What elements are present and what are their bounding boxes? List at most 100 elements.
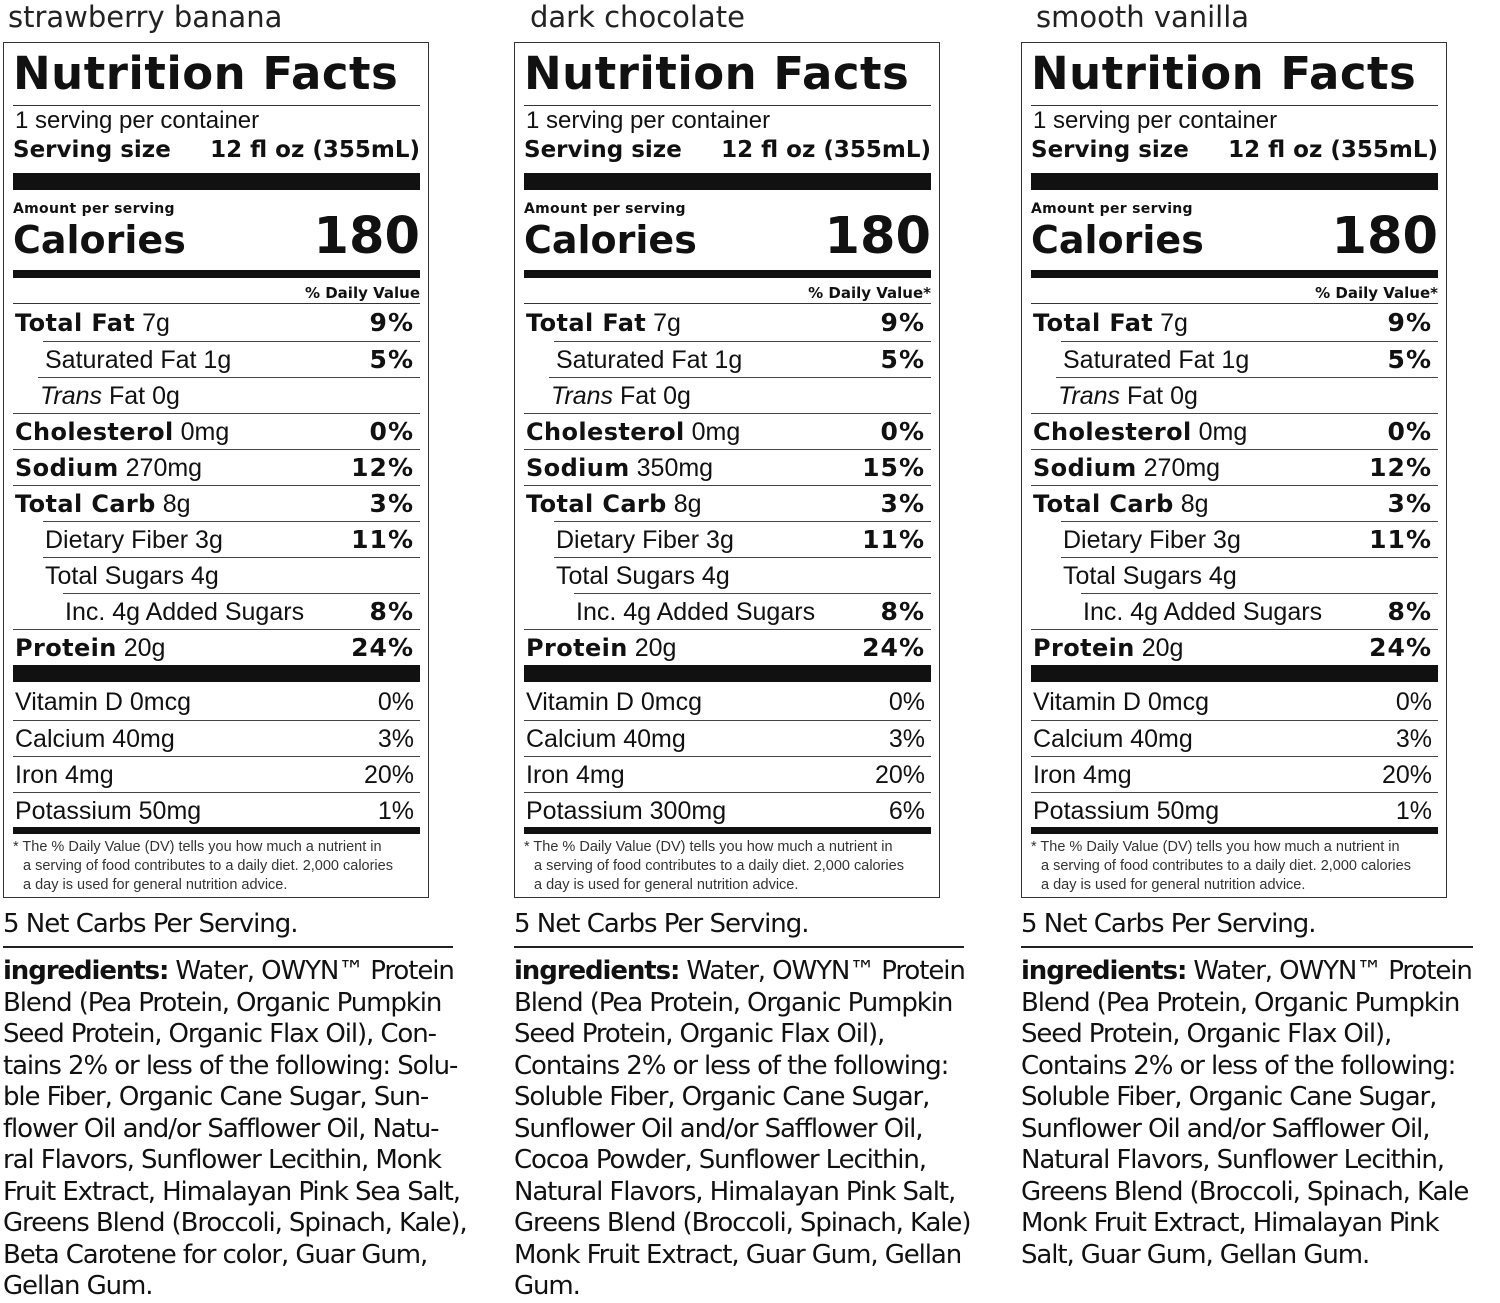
nutrient-name-bold: Cholesterol [526, 418, 685, 446]
ingredients-line-text: Blend (Pea Protein, Organic Pumpkin [3, 987, 442, 1018]
ingredients-line-text: Blend (Pea Protein, Organic Pumpkin [1021, 987, 1460, 1018]
ingredients-line-text: Sunflower Oil and/or Safflower Oil, [514, 1113, 924, 1144]
serving-size-label: Serving size [13, 137, 171, 163]
calories-value: 180 [313, 207, 420, 266]
ingredients-label: ingredients: [3, 956, 169, 986]
nutrient-name: Cholesterol 0mg [1033, 417, 1247, 447]
vitamin-daily-value: 6% [888, 797, 925, 825]
nutrient-name: Total Carb 8g [1033, 489, 1209, 519]
nutrient-row: Sodium 270mg 12% [13, 449, 420, 485]
daily-value-footnote: * The % Daily Value (DV) tells you how m… [524, 838, 931, 895]
serving-size-label: Serving size [524, 137, 682, 163]
net-carbs-statement: 5 Net Carbs Per Serving. [514, 909, 810, 939]
vitamin-daily-value: 20% [363, 761, 414, 789]
nutrient-name: Dietary Fiber 3g [45, 525, 223, 555]
nutrient-name: Trans Fat 0g [551, 381, 691, 411]
ingredients-line: Gum. [514, 1271, 970, 1303]
medium-divider [13, 270, 420, 278]
nutrient-daily-value: 0% [369, 417, 414, 446]
nutrient-row: Cholesterol 0mg 0% [524, 413, 931, 449]
serving-size-value: 12 fl oz (355mL) [210, 137, 420, 163]
nutrient-name-bold: Total Carb [15, 490, 156, 518]
nutrient-name: Total Carb 8g [526, 489, 702, 519]
nutrient-name-bold: Protein [15, 634, 117, 662]
nutrient-row: Total Carb 8g 3% [524, 485, 931, 521]
nutrient-amount: 20g [116, 634, 166, 662]
nutrient-daily-value: 0% [1387, 417, 1432, 446]
nutrient-name: Saturated Fat 1g [1063, 345, 1249, 375]
nutrient-row: Dietary Fiber 3g 11% [554, 521, 931, 557]
vitamin-row: Potassium 50mg 1% [13, 792, 420, 828]
ingredients-line: Cocoa Powder, Sunflower Lecithin, [514, 1145, 970, 1177]
ingredients-line: ingredients: Water, OWYN™ Protein [1021, 956, 1473, 988]
vitamin-daily-value: 3% [888, 725, 925, 753]
medium-divider [524, 827, 931, 834]
nutrient-row: Protein 20g 24% [1031, 629, 1438, 665]
vitamin-name: Iron 4mg [15, 761, 114, 789]
nutrient-name-italic: Trans [551, 382, 614, 410]
nutrient-row: Total Carb 8g 3% [1031, 485, 1438, 521]
vitamin-name: Vitamin D 0mcg [1033, 688, 1209, 716]
nutrient-daily-value: 8% [1387, 597, 1432, 626]
nutrient-daily-value: 3% [369, 489, 414, 518]
nutrition-facts-title: Nutrition Facts [1031, 47, 1417, 100]
nutrient-name: Cholesterol 0mg [15, 417, 229, 447]
nutrient-daily-value: 9% [880, 308, 925, 337]
vitamin-daily-value: 3% [1395, 725, 1432, 753]
nutrient-daily-value: 24% [862, 633, 925, 662]
nutrition-facts-title: Nutrition Facts [13, 47, 399, 100]
nutrient-amount: 350mg [629, 454, 714, 482]
nutrient-amount: 20g [1134, 634, 1184, 662]
thick-divider [13, 665, 420, 682]
nutrient-row: Dietary Fiber 3g 11% [43, 521, 420, 557]
nutrient-name-bold: Cholesterol [15, 418, 174, 446]
nutrient-name: Cholesterol 0mg [526, 417, 740, 447]
vitamin-row: Calcium 40mg 3% [13, 720, 420, 756]
ingredients-line-text: Blend (Pea Protein, Organic Pumpkin [514, 987, 953, 1018]
flavor-column: smooth vanilla Nutrition Facts 1 serving p… [1021, 0, 1500, 1300]
nutrient-name-bold: Sodium [15, 454, 119, 482]
ingredients-line: Soluble Fiber, Organic Cane Sugar, [1021, 1082, 1472, 1114]
nutrient-name-bold: Protein [526, 634, 628, 662]
vitamin-row: Potassium 300mg 6% [524, 792, 931, 828]
nutrient-row: Inc. 4g Added Sugars 8% [574, 593, 931, 629]
nutrient-name-bold: Total Fat [15, 309, 136, 337]
nutrition-facts-panel: Nutrition Facts 1 serving per container Se… [514, 42, 940, 898]
nutrition-facts-panel: Nutrition Facts 1 serving per container Se… [3, 42, 429, 898]
amount-per-serving: Amount per serving [1031, 201, 1193, 217]
nutrient-name: Total Sugars 4g [1063, 561, 1237, 591]
nutrient-row: Total Fat 7g 9% [1031, 305, 1438, 341]
nutrient-daily-value: 11% [351, 525, 414, 554]
nutrient-amount: 0mg [684, 418, 741, 446]
vitamin-name: Vitamin D 0mcg [526, 688, 702, 716]
ingredients-line-text: ble Fiber, Organic Cane Sugar, Sun- [3, 1082, 429, 1112]
medium-divider [13, 827, 420, 834]
ingredients-line: Greens Blend (Broccoli, Spinach, Kale [1021, 1177, 1472, 1209]
ingredients-line: Greens Blend (Broccoli, Spinach, Kale) [514, 1208, 971, 1240]
thick-divider [13, 173, 420, 190]
ingredients-line-text: tains 2% or less of the following: Solu- [3, 1050, 458, 1081]
nutrient-daily-value: 9% [1387, 308, 1432, 337]
ingredients-line-text: Fruit Extract, Himalayan Pink Sea Salt, [3, 1176, 461, 1207]
ingredients-line: Natural Flavors, Sunflower Lecithin, [1021, 1145, 1472, 1177]
divider [524, 303, 931, 304]
nutrient-name: Inc. 4g Added Sugars [1083, 597, 1322, 627]
nutrient-row: Protein 20g 24% [524, 629, 931, 665]
medium-divider [524, 270, 931, 278]
nutrient-daily-value: 3% [880, 489, 925, 518]
nutrient-daily-value: 8% [880, 597, 925, 626]
nutrient-name: Sodium 270mg [15, 453, 202, 483]
nutrient-amount: 8g [666, 490, 702, 518]
ingredients-line: Monk Fruit Extract, Guar Gum, Gellan [514, 1240, 970, 1272]
ingredients-line: Monk Fruit Extract, Himalayan Pink [1021, 1208, 1472, 1240]
nutrient-daily-value: 0% [880, 417, 925, 446]
nutrient-daily-value: 12% [351, 453, 414, 482]
nutrient-name-bold: Total Carb [526, 490, 667, 518]
ingredients-line: Blend (Pea Protein, Organic Pumpkin [3, 988, 467, 1020]
nutrient-row: Cholesterol 0mg 0% [1031, 413, 1438, 449]
vitamin-daily-value: 3% [377, 725, 414, 753]
nutrient-name: Sodium 270mg [1033, 453, 1220, 483]
ingredients-line-text: Seed Protein, Organic Flax Oil), [1021, 1019, 1392, 1049]
ingredients-line-text: Greens Blend (Broccoli, Spinach, Kale [1021, 1176, 1469, 1207]
ingredients-line: ingredients: Water, OWYN™ Protein [514, 956, 970, 988]
